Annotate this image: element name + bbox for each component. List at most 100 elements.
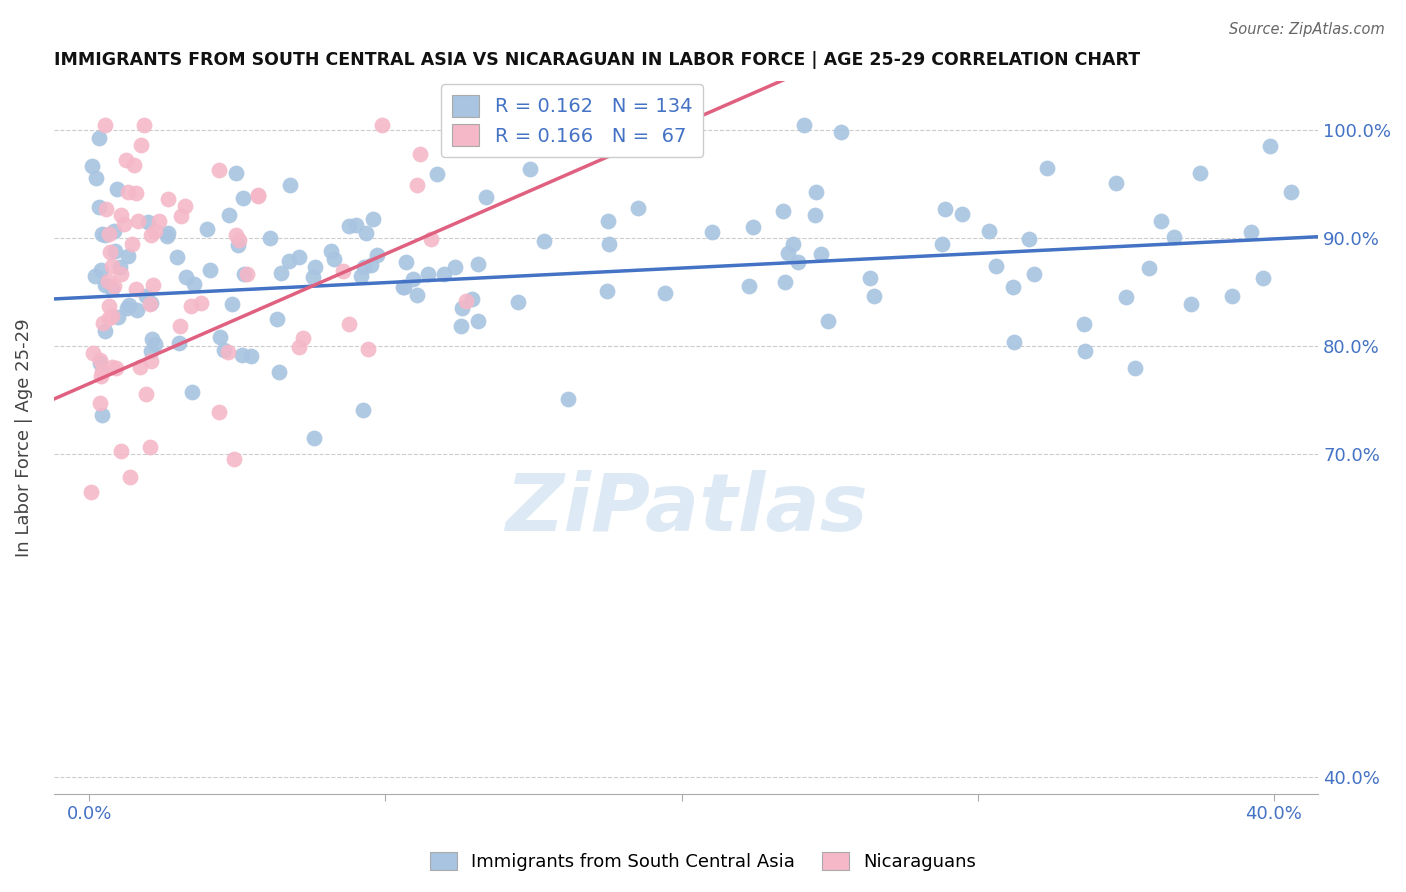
- Point: [83, 269, 105, 284]
- Point: [80, 484, 103, 499]
- Text: IMMIGRANTS FROM SOUTH CENTRAL ASIA VS NICARAGUAN IN LABOR FORCE | AGE 25-29 CORR: IMMIGRANTS FROM SOUTH CENTRAL ASIA VS NI…: [53, 51, 1140, 69]
- Point: [98, 299, 121, 313]
- Point: [90, 262, 112, 277]
- Point: [90, 364, 112, 378]
- Point: [787, 254, 810, 268]
- Point: [702, 225, 724, 239]
- Point: [104, 244, 127, 258]
- Point: [91, 316, 114, 330]
- Point: [1035, 161, 1057, 176]
- Point: [117, 249, 139, 263]
- Point: [1115, 290, 1137, 304]
- Point: [125, 282, 148, 296]
- Point: [533, 234, 555, 248]
- Point: [519, 161, 541, 176]
- Point: [1188, 166, 1211, 180]
- Point: [190, 295, 212, 310]
- Point: [394, 255, 416, 269]
- Point: [208, 405, 231, 419]
- Point: [337, 219, 360, 233]
- Point: [627, 201, 650, 215]
- Point: [198, 263, 221, 277]
- Point: [141, 227, 163, 242]
- Point: [212, 343, 235, 358]
- Point: [139, 440, 162, 454]
- Point: [110, 208, 132, 222]
- Point: [475, 190, 498, 204]
- Point: [246, 188, 269, 202]
- Legend: Immigrants from South Central Asia, Nicaraguans: Immigrants from South Central Asia, Nica…: [422, 845, 984, 879]
- Point: [98, 244, 121, 259]
- Point: [100, 309, 122, 323]
- Point: [278, 178, 301, 192]
- Point: [100, 282, 122, 296]
- Point: [1253, 271, 1275, 285]
- Point: [138, 297, 160, 311]
- Point: [174, 199, 197, 213]
- Point: [89, 131, 111, 145]
- Point: [89, 356, 111, 370]
- Point: [350, 269, 373, 284]
- Point: [105, 181, 128, 195]
- Point: [950, 207, 973, 221]
- Point: [157, 226, 180, 240]
- Point: [793, 118, 815, 132]
- Point: [1105, 177, 1128, 191]
- Point: [1180, 296, 1202, 310]
- Point: [450, 319, 472, 334]
- Point: [101, 259, 124, 273]
- Point: [107, 310, 129, 325]
- Point: [419, 232, 441, 246]
- Point: [402, 272, 425, 286]
- Point: [120, 470, 142, 484]
- Point: [228, 238, 250, 252]
- Point: [654, 285, 676, 300]
- Point: [304, 260, 326, 274]
- Point: [221, 297, 243, 311]
- Point: [96, 202, 118, 217]
- Point: [986, 259, 1008, 273]
- Point: [804, 185, 827, 199]
- Point: [270, 266, 292, 280]
- Point: [121, 236, 143, 251]
- Point: [292, 331, 315, 345]
- Point: [772, 203, 794, 218]
- Point: [110, 444, 132, 458]
- Point: [737, 278, 759, 293]
- Point: [416, 267, 439, 281]
- Point: [288, 340, 311, 354]
- Point: [141, 354, 163, 368]
- Point: [103, 225, 125, 239]
- Point: [467, 257, 489, 271]
- Point: [1137, 260, 1160, 275]
- Legend: R = 0.162   N = 134, R = 0.166   N =  67: R = 0.162 N = 134, R = 0.166 N = 67: [441, 84, 703, 157]
- Point: [1022, 268, 1045, 282]
- Y-axis label: In Labor Force | Age 25-29: In Labor Force | Age 25-29: [15, 318, 32, 557]
- Point: [775, 275, 797, 289]
- Point: [110, 267, 132, 281]
- Point: [86, 171, 108, 186]
- Point: [93, 324, 115, 338]
- Point: [142, 278, 165, 293]
- Point: [156, 229, 179, 244]
- Point: [115, 153, 138, 167]
- Point: [443, 260, 465, 275]
- Point: [236, 267, 259, 281]
- Point: [167, 335, 190, 350]
- Point: [166, 250, 188, 264]
- Point: [366, 248, 388, 262]
- Point: [97, 310, 120, 325]
- Point: [145, 336, 167, 351]
- Point: [405, 178, 427, 193]
- Point: [433, 267, 456, 281]
- Point: [782, 237, 804, 252]
- Point: [467, 314, 489, 328]
- Point: [337, 317, 360, 331]
- Point: [129, 359, 152, 374]
- Point: [321, 244, 343, 259]
- Point: [183, 277, 205, 291]
- Point: [344, 219, 367, 233]
- Point: [127, 214, 149, 228]
- Point: [931, 236, 953, 251]
- Point: [934, 202, 956, 217]
